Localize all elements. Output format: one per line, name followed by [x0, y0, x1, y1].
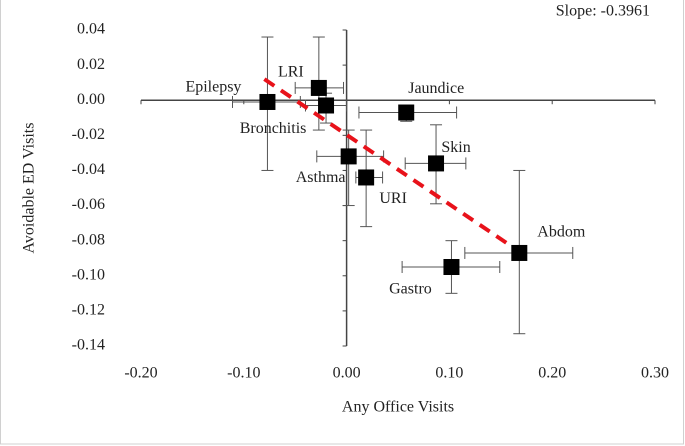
point: [398, 104, 415, 121]
point: [358, 169, 375, 186]
point: [428, 155, 445, 172]
point-label: Bronchitis: [240, 120, 307, 137]
y-tick-label: -0.14: [72, 337, 105, 354]
point: [318, 97, 335, 114]
x-axis-title: Any Office Visits: [342, 399, 454, 416]
slope-annotation: Slope: -0.3961: [556, 3, 650, 20]
point: [340, 148, 357, 165]
y-tick-label: -0.02: [72, 126, 105, 143]
point-label: Asthma: [296, 169, 346, 186]
y-tick-label: -0.06: [72, 196, 105, 213]
x-tick-label: 0.00: [333, 365, 361, 382]
point-label: Abdom: [537, 224, 586, 241]
x-tick-label: -0.10: [227, 365, 260, 382]
y-tick-label: 0.04: [77, 21, 105, 38]
y-tick-label: -0.08: [72, 231, 105, 248]
y-tick-label: 0.00: [77, 91, 105, 108]
point: [511, 244, 528, 261]
trendline: [263, 77, 523, 255]
y-tick-label: -0.12: [72, 302, 105, 319]
point-label: Jaundice: [408, 80, 464, 97]
point-label: Epilepsy: [185, 79, 241, 96]
x-tick-label: 0.20: [538, 365, 566, 382]
y-tick-label: -0.10: [72, 266, 105, 283]
x-tick-label: 0.10: [435, 365, 463, 382]
x-tick-label: -0.20: [124, 365, 157, 382]
point: [443, 259, 460, 275]
point: [259, 93, 276, 110]
x-tick-label: 0.30: [641, 365, 669, 382]
point-label: Skin: [441, 139, 470, 156]
y-axis-title: Avoidable ED Visits: [21, 123, 38, 254]
point: [310, 79, 327, 96]
point-label: URI: [379, 190, 407, 207]
y-tick-label: -0.04: [72, 161, 105, 178]
point-label: Gastro: [389, 281, 432, 298]
y-tick-label: 0.02: [77, 56, 105, 73]
point-label: LRI: [278, 64, 304, 81]
